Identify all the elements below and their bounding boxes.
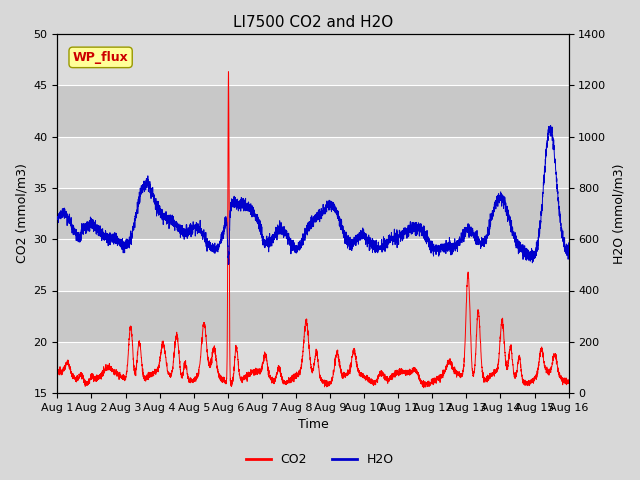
Legend: CO2, H2O: CO2, H2O	[241, 448, 399, 471]
Bar	[58, 34, 568, 85]
Bar	[58, 239, 568, 290]
Title: LI7500 CO2 and H2O: LI7500 CO2 and H2O	[233, 15, 393, 30]
Bar	[58, 85, 568, 137]
Y-axis label: CO2 (mmol/m3): CO2 (mmol/m3)	[15, 164, 28, 264]
Bar	[58, 342, 568, 393]
Bar	[58, 137, 568, 188]
Bar	[58, 188, 568, 239]
Bar	[58, 290, 568, 342]
Y-axis label: H2O (mmol/m3): H2O (mmol/m3)	[612, 163, 625, 264]
Text: WP_flux: WP_flux	[73, 51, 129, 64]
X-axis label: Time: Time	[298, 419, 328, 432]
